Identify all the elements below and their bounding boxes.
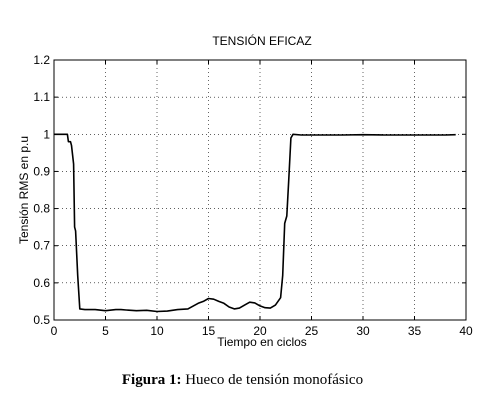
x-tick-label: 35 bbox=[408, 324, 422, 338]
x-tick-label: 40 bbox=[459, 324, 473, 338]
line-chart: TENSIÓN EFICAZ 0 5 10 15 20 25 30 35 40 0.5 0.6 0.7… bbox=[17, 33, 473, 349]
x-tick-label: 25 bbox=[305, 324, 319, 338]
y-tick-label: 0.7 bbox=[33, 239, 50, 253]
x-axis-label: Tiempo en ciclos bbox=[217, 335, 307, 349]
x-tick-label: 20 bbox=[253, 324, 267, 338]
figure-caption: Figura 1: Hueco de tensión monofásico bbox=[0, 372, 485, 389]
y-tick-label: 0.5 bbox=[33, 313, 50, 327]
x-tick-label: 30 bbox=[356, 324, 370, 338]
grid-lines bbox=[54, 60, 466, 320]
y-tick-label: 1 bbox=[43, 127, 50, 141]
figure-caption-text: Hueco de tensión monofásico bbox=[181, 372, 364, 388]
y-tick-label: 0.9 bbox=[33, 164, 50, 178]
series-layer bbox=[54, 133, 456, 313]
x-tick-label: 15 bbox=[202, 324, 216, 338]
axis-ticks: 0 5 10 15 20 25 30 35 40 0.5 0.6 0.7 0.8 0.9 1 1.1 1.2 bbox=[33, 53, 473, 338]
figure-caption-label: Figura 1: bbox=[121, 372, 182, 388]
y-axis-label: Tensión RMS en p.u bbox=[17, 136, 31, 244]
x-tick-label: 10 bbox=[150, 324, 164, 338]
x-tick-label: 5 bbox=[102, 324, 109, 338]
y-tick-label: 1.2 bbox=[33, 53, 50, 67]
series-line bbox=[54, 133, 456, 313]
y-tick-label: 0.8 bbox=[33, 202, 50, 216]
y-tick-label: 1.1 bbox=[33, 90, 50, 104]
chart-title: TENSIÓN EFICAZ bbox=[212, 33, 311, 48]
x-tick-label: 0 bbox=[51, 324, 58, 338]
y-tick-label: 0.6 bbox=[33, 276, 50, 290]
